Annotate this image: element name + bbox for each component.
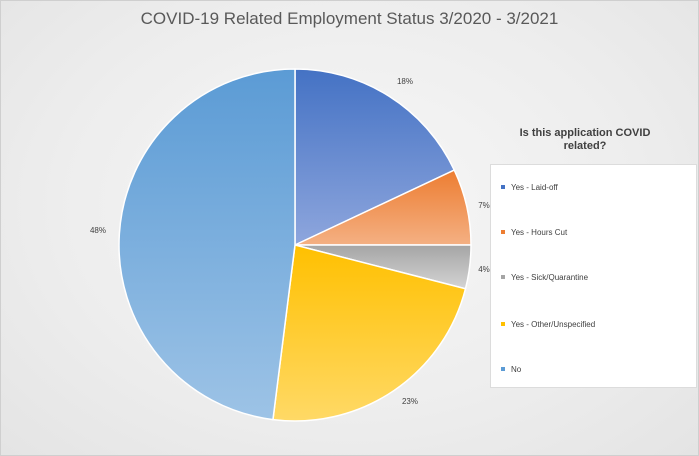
- legend-item-no: No: [501, 363, 521, 375]
- pie-slice-yes-laid-off: [294, 68, 456, 247]
- data-label: 7%: [478, 201, 490, 210]
- legend-swatch: [501, 230, 505, 234]
- legend-swatch: [501, 185, 505, 189]
- legend-item-other: Yes - Other/Unspecified: [501, 318, 595, 330]
- data-label: 4%: [478, 265, 490, 274]
- legend-swatch: [501, 367, 505, 371]
- legend-item-hours-cut: Yes - Hours Cut: [501, 226, 567, 238]
- legend-label: No: [511, 364, 522, 374]
- pie-slice-no: [118, 68, 296, 421]
- legend: Yes - Laid-off Yes - Hours Cut Yes - Sic…: [490, 164, 697, 388]
- pie-slice-yes-other-unspecified: [272, 244, 467, 422]
- legend-item-laid-off: Yes - Laid-off: [501, 181, 558, 193]
- data-label: 48%: [90, 226, 106, 235]
- legend-title: Is this application COVID related?: [519, 127, 651, 152]
- chart-title: COVID-19 Related Employment Status 3/202…: [140, 9, 559, 28]
- legend-label: Yes - Other/Unspecified: [511, 319, 596, 329]
- data-label: 18%: [397, 77, 413, 86]
- legend-swatch: [501, 275, 505, 279]
- data-label: 23%: [402, 397, 418, 406]
- legend-item-sick-quarantine: Yes - Sick/Quarantine: [501, 271, 588, 283]
- legend-label: Yes - Hours Cut: [511, 227, 568, 237]
- legend-swatch: [501, 322, 505, 326]
- legend-label: Yes - Laid-off: [511, 182, 558, 192]
- legend-label: Yes - Sick/Quarantine: [511, 272, 589, 282]
